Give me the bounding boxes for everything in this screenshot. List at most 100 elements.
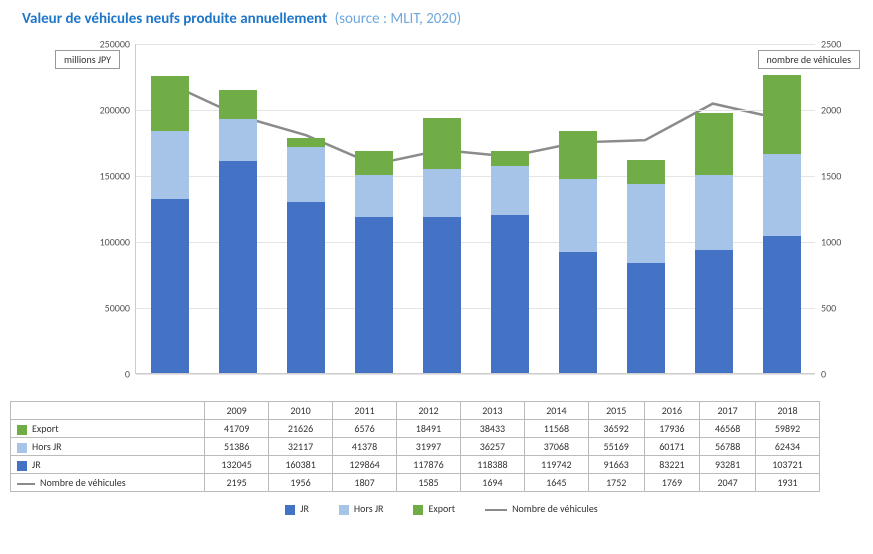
table-cell: 32117 bbox=[269, 438, 333, 456]
year-header: 2017 bbox=[700, 402, 756, 420]
table-cell: 1956 bbox=[269, 474, 333, 492]
year-header: 2013 bbox=[460, 402, 524, 420]
table-cell: 37068 bbox=[524, 438, 588, 456]
bar-export bbox=[219, 90, 256, 119]
row-header: Export bbox=[11, 420, 205, 438]
table-cell: 1585 bbox=[397, 474, 461, 492]
legend-item: JR bbox=[275, 502, 309, 515]
data-table: 2009201020112012201320142015201620172018… bbox=[10, 401, 820, 492]
table-cell: 118388 bbox=[460, 456, 524, 474]
ytick-right: 0 bbox=[821, 368, 856, 381]
bar-hors-jr bbox=[491, 166, 528, 215]
bar-jr bbox=[491, 215, 528, 373]
ytick-right: 1000 bbox=[821, 236, 856, 249]
table-cell: 132045 bbox=[205, 456, 269, 474]
year-header: 2015 bbox=[588, 402, 644, 420]
bar-hors-jr bbox=[423, 169, 460, 217]
bar-export bbox=[491, 151, 528, 166]
chart-frame: millions JPY nombre de véhicules 0500001… bbox=[10, 36, 860, 401]
year-header: 2012 bbox=[397, 402, 461, 420]
table-cell: 1694 bbox=[460, 474, 524, 492]
table-cell: 51386 bbox=[205, 438, 269, 456]
bar-export bbox=[695, 113, 732, 174]
year-header: 2014 bbox=[524, 402, 588, 420]
ytick-right: 500 bbox=[821, 302, 856, 315]
table-cell: 17936 bbox=[644, 420, 700, 438]
ytick-right: 2000 bbox=[821, 104, 856, 117]
bar-group bbox=[763, 75, 800, 373]
bar-jr bbox=[559, 252, 596, 373]
table-cell: 2047 bbox=[700, 474, 756, 492]
bar-export bbox=[355, 151, 392, 175]
row-header: Nombre de véhicules bbox=[11, 474, 205, 492]
bar-group bbox=[695, 113, 732, 373]
table-cell: 2195 bbox=[205, 474, 269, 492]
bar-group bbox=[491, 151, 528, 373]
bar-jr bbox=[287, 202, 324, 373]
year-header: 2016 bbox=[644, 402, 700, 420]
bar-jr bbox=[151, 199, 188, 373]
table-cell: 1645 bbox=[524, 474, 588, 492]
ytick-left: 200000 bbox=[80, 104, 130, 117]
ytick-right: 1500 bbox=[821, 170, 856, 183]
bar-jr bbox=[695, 250, 732, 373]
bar-jr bbox=[355, 217, 392, 373]
legend-item: Nombre de véhicules bbox=[475, 502, 598, 515]
legend-item: Hors JR bbox=[329, 502, 384, 515]
bar-hors-jr bbox=[219, 119, 256, 161]
vehicles-line bbox=[170, 84, 780, 164]
legend: JR Hors JR Export Nombre de véhicules bbox=[10, 502, 863, 515]
bar-hors-jr bbox=[763, 154, 800, 236]
table-cell: 41709 bbox=[205, 420, 269, 438]
bar-group bbox=[559, 131, 596, 373]
table-cell: 38433 bbox=[460, 420, 524, 438]
bar-hors-jr bbox=[355, 175, 392, 217]
ytick-left: 50000 bbox=[80, 302, 130, 315]
table-cell: 60171 bbox=[644, 438, 700, 456]
table-cell: 11568 bbox=[524, 420, 588, 438]
table-cell: 46568 bbox=[700, 420, 756, 438]
table-cell: 36592 bbox=[588, 420, 644, 438]
table-cell: 1807 bbox=[333, 474, 397, 492]
table-cell: 1931 bbox=[755, 474, 819, 492]
bar-jr bbox=[423, 217, 460, 373]
bar-export bbox=[423, 118, 460, 169]
plot-area bbox=[135, 44, 815, 374]
ytick-right: 2500 bbox=[821, 38, 856, 51]
table-cell: 21626 bbox=[269, 420, 333, 438]
chart-title: Valeur de véhicules neufs produite annue… bbox=[22, 10, 327, 28]
year-header: 2009 bbox=[205, 402, 269, 420]
table-cell: 91663 bbox=[588, 456, 644, 474]
bar-hors-jr bbox=[287, 147, 324, 202]
bar-group bbox=[219, 90, 256, 373]
bar-group bbox=[423, 118, 460, 373]
bar-hors-jr bbox=[559, 179, 596, 252]
table-cell: 119742 bbox=[524, 456, 588, 474]
legend-item: Export bbox=[403, 502, 455, 515]
row-header: Hors JR bbox=[11, 438, 205, 456]
table-cell: 59892 bbox=[755, 420, 819, 438]
table-cell: 1752 bbox=[588, 474, 644, 492]
ytick-left: 0 bbox=[80, 368, 130, 381]
bar-jr bbox=[763, 236, 800, 373]
year-header: 2018 bbox=[755, 402, 819, 420]
year-header: 2010 bbox=[269, 402, 333, 420]
table-corner bbox=[11, 402, 205, 420]
axis-left-label: millions JPY bbox=[55, 50, 120, 69]
gridline bbox=[136, 44, 815, 45]
ytick-left: 150000 bbox=[80, 170, 130, 183]
ytick-left: 100000 bbox=[80, 236, 130, 249]
bar-export bbox=[627, 160, 664, 184]
table-cell: 117876 bbox=[397, 456, 461, 474]
bar-jr bbox=[627, 263, 664, 373]
table-cell: 129864 bbox=[333, 456, 397, 474]
table-cell: 31997 bbox=[397, 438, 461, 456]
bar-hors-jr bbox=[695, 175, 732, 250]
bar-export bbox=[287, 138, 324, 147]
table-cell: 93281 bbox=[700, 456, 756, 474]
table-cell: 36257 bbox=[460, 438, 524, 456]
bar-export bbox=[763, 75, 800, 154]
table-cell: 18491 bbox=[397, 420, 461, 438]
table-cell: 62434 bbox=[755, 438, 819, 456]
table-cell: 160381 bbox=[269, 456, 333, 474]
